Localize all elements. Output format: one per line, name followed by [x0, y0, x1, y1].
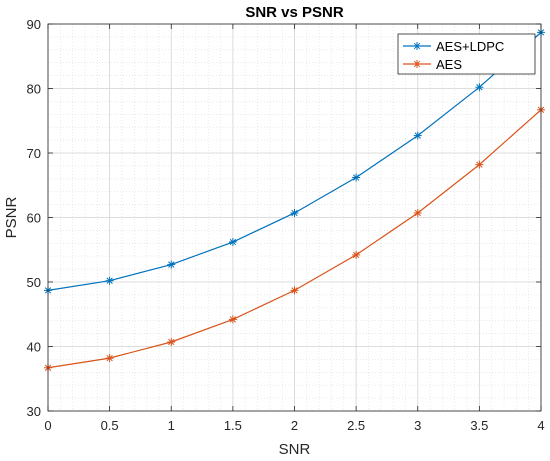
data-point [228, 238, 237, 247]
legend-marker [413, 42, 421, 50]
y-tick-label: 50 [27, 275, 41, 290]
chart-title: SNR vs PSNR [245, 4, 344, 21]
x-axis-label: SNR [279, 441, 311, 458]
series-0 [44, 28, 545, 295]
data-point [105, 354, 114, 363]
x-tick-label: 1.5 [224, 418, 242, 433]
y-tick-label: 40 [27, 340, 41, 355]
legend-item-1: AES [403, 57, 462, 72]
y-tick-label: 30 [27, 404, 41, 419]
x-tick-label: 3 [414, 418, 421, 433]
legend-label: AES [436, 57, 462, 72]
data-point [352, 173, 361, 182]
data-point [475, 83, 484, 92]
data-point [413, 131, 422, 140]
legend-item-0: AES+LDPC [403, 39, 504, 54]
tick-labels: 0 0.5 1 1.5 2 2.5 3 3.5 4 30 40 50 60 70 80 90 [27, 17, 545, 433]
series-layer [44, 28, 545, 372]
data-point [413, 208, 422, 217]
data-point [290, 208, 299, 217]
x-tick-label: 1 [168, 418, 175, 433]
x-tick-label: 2.5 [347, 418, 365, 433]
x-tick-label: 0.5 [101, 418, 119, 433]
axes [47, 23, 542, 412]
y-tick-label: 70 [27, 146, 41, 161]
y-tick-label: 60 [27, 211, 41, 226]
legend-label: AES+LDPC [436, 39, 504, 54]
data-point [228, 315, 237, 324]
x-tick-label: 4 [537, 418, 544, 433]
x-tick-label: 3.5 [470, 418, 488, 433]
x-tick-label: 0 [44, 418, 51, 433]
data-point [167, 337, 176, 346]
legend: AES+LDPC AES [397, 33, 536, 75]
x-tick-label: 2 [291, 418, 298, 433]
data-point [105, 276, 114, 285]
y-axis-label: PSNR [3, 197, 20, 239]
series-1 [44, 105, 545, 372]
y-tick-label: 80 [27, 82, 41, 97]
data-point [167, 260, 176, 269]
legend-box [397, 33, 536, 75]
data-point [352, 250, 361, 259]
data-point [475, 160, 484, 169]
legend-marker [413, 60, 421, 68]
y-tick-label: 90 [27, 17, 41, 32]
data-point [290, 286, 299, 295]
